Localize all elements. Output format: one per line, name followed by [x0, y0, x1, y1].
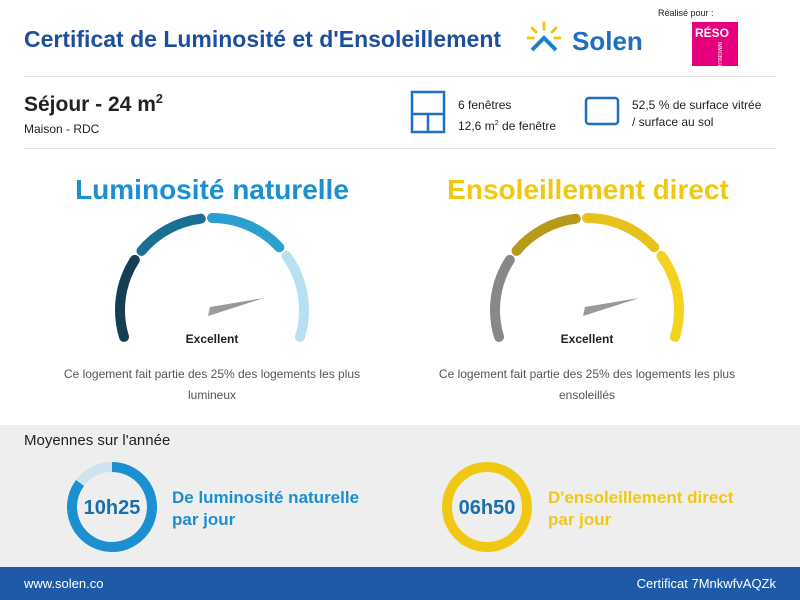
room-name: Séjour - 24 m2: [24, 92, 163, 117]
partner-logo: RÉSO IMMOBILIER: [692, 22, 738, 71]
gauge-part: [115, 254, 140, 342]
gauge-rating: Excellent: [560, 332, 614, 346]
average-label-line: par jour: [172, 510, 236, 529]
gauge-part: [583, 298, 639, 316]
glazing-line2: / surface au sol: [632, 115, 714, 129]
footer: www.solen.co Certificat 7MnkwfvAQZk: [0, 567, 800, 600]
average-label: De luminosité naturelle par jour: [172, 487, 359, 531]
gauge-part: [656, 250, 684, 342]
windows-info: 6 fenêtres 12,6 m2 de fenêtre: [458, 97, 556, 135]
windows-area-suffix: de fenêtre: [498, 119, 557, 133]
gauge-part: [208, 298, 264, 316]
gauge-description: Ce logement fait partie des 25% des loge…: [438, 367, 736, 402]
made-for: Réalisé pour :: [658, 8, 714, 18]
average-label-line: par jour: [548, 510, 612, 529]
room-name-sup: 2: [155, 92, 163, 106]
gauge-part: [490, 254, 515, 342]
average-label-line: D'ensoleillement direct: [548, 488, 734, 507]
windows-area: 12,6 m2 de fenêtre: [458, 114, 556, 135]
divider: [24, 76, 776, 77]
gauge-part: [136, 213, 206, 256]
gauge-part: [582, 213, 660, 253]
glazing-line1: 52,5 % de surface vitrée: [632, 98, 762, 112]
windows-count: 6 fenêtres: [458, 98, 512, 112]
gauge-rating: Excellent: [185, 332, 239, 346]
logo-icon: [526, 21, 562, 52]
title: Certificat de Luminosité et d'Ensoleille…: [24, 26, 502, 52]
surface-icon: [584, 96, 620, 126]
room-subtitle: Maison - RDC: [24, 122, 100, 136]
average-label-line: De luminosité naturelle: [172, 488, 360, 507]
averages-title: Moyennes sur l'année: [24, 432, 171, 449]
window-icon: [410, 90, 446, 134]
partner-logo-text: RÉSO: [695, 26, 730, 40]
brand: Solen: [572, 26, 643, 56]
average-label: D'ensoleillement direct par jour: [548, 487, 733, 531]
average-value: 06h50: [458, 497, 516, 519]
windows-area-value: 12,6 m: [458, 119, 495, 133]
gauge-title: Ensoleillement direct: [447, 174, 729, 205]
certificate-id: Certificat 7MnkwfvAQZk: [636, 576, 776, 591]
room-name-text: Séjour - 24 m: [24, 93, 156, 116]
glazing-info: 52,5 % de surface vitrée / surface au so…: [632, 97, 761, 131]
gauge-part: [511, 213, 581, 256]
average-value: 10h25: [83, 497, 141, 519]
gauge-title: Luminosité naturelle: [75, 174, 349, 205]
gauge-description: Ce logement fait partie des 25% des loge…: [63, 367, 361, 402]
website: www.solen.co: [24, 576, 104, 591]
gauge-part: [281, 250, 309, 342]
windows-area-sup: 2: [494, 118, 499, 127]
gauge-part: [207, 213, 285, 253]
divider: [24, 148, 776, 149]
